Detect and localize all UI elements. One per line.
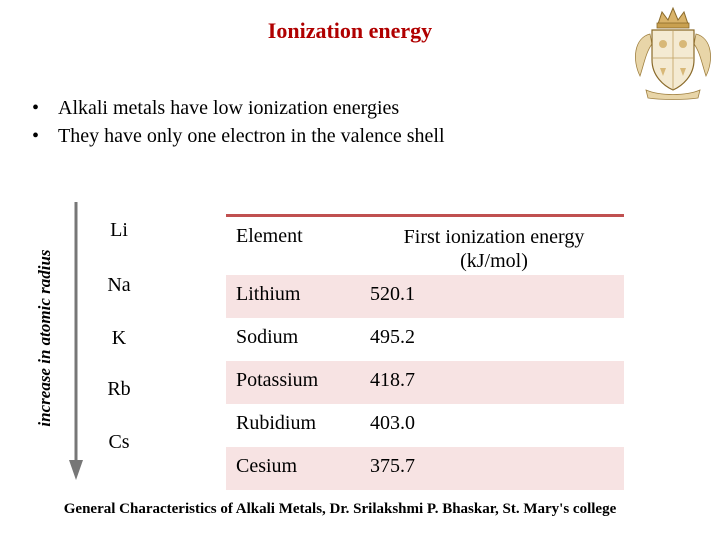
element-name-cell: Potassium [236,369,319,391]
bullet-list: Alkali metals have low ionization energi… [30,94,445,150]
table-top-rule [226,214,624,217]
bullet-item: Alkali metals have low ionization energi… [30,94,445,122]
element-name-cell: Rubidium [236,412,317,434]
down-arrow-icon [69,202,83,480]
element-symbol: Na [107,274,131,296]
table-header-row: Element First ionization energy (kJ/mol) [226,217,624,275]
table-row: Lithium 520.1 [226,275,624,318]
footer-citation: General Characteristics of Alkali Metals… [63,501,617,517]
page-title: Ionization energy [267,18,433,43]
axis-label: increase in atomic radius [35,249,54,427]
bullet-item: They have only one electron in the valen… [30,122,445,150]
element-symbol: Rb [107,378,131,400]
table-row: Potassium 418.7 [226,361,624,404]
column-header-element: Element [236,225,303,247]
table-row: Sodium 495.2 [226,318,624,361]
element-symbol: Li [110,219,128,241]
table-row: Cesium 375.7 [226,447,624,490]
energy-value-cell: 520.1 [370,283,415,305]
energy-value-cell: 495.2 [370,326,415,348]
energy-value-cell: 375.7 [370,455,415,477]
college-crest-logo [635,6,711,100]
element-name-cell: Lithium [236,283,301,305]
element-symbol: Cs [108,431,130,453]
energy-value-cell: 418.7 [370,369,415,391]
element-name-cell: Sodium [236,326,299,348]
table-row: Rubidium 403.0 [226,404,624,447]
energy-value-cell: 403.0 [370,412,415,434]
element-name-cell: Cesium [236,455,298,477]
element-symbol: K [111,327,127,349]
column-header-energy: First ionization energy (kJ/mol) [403,226,585,272]
